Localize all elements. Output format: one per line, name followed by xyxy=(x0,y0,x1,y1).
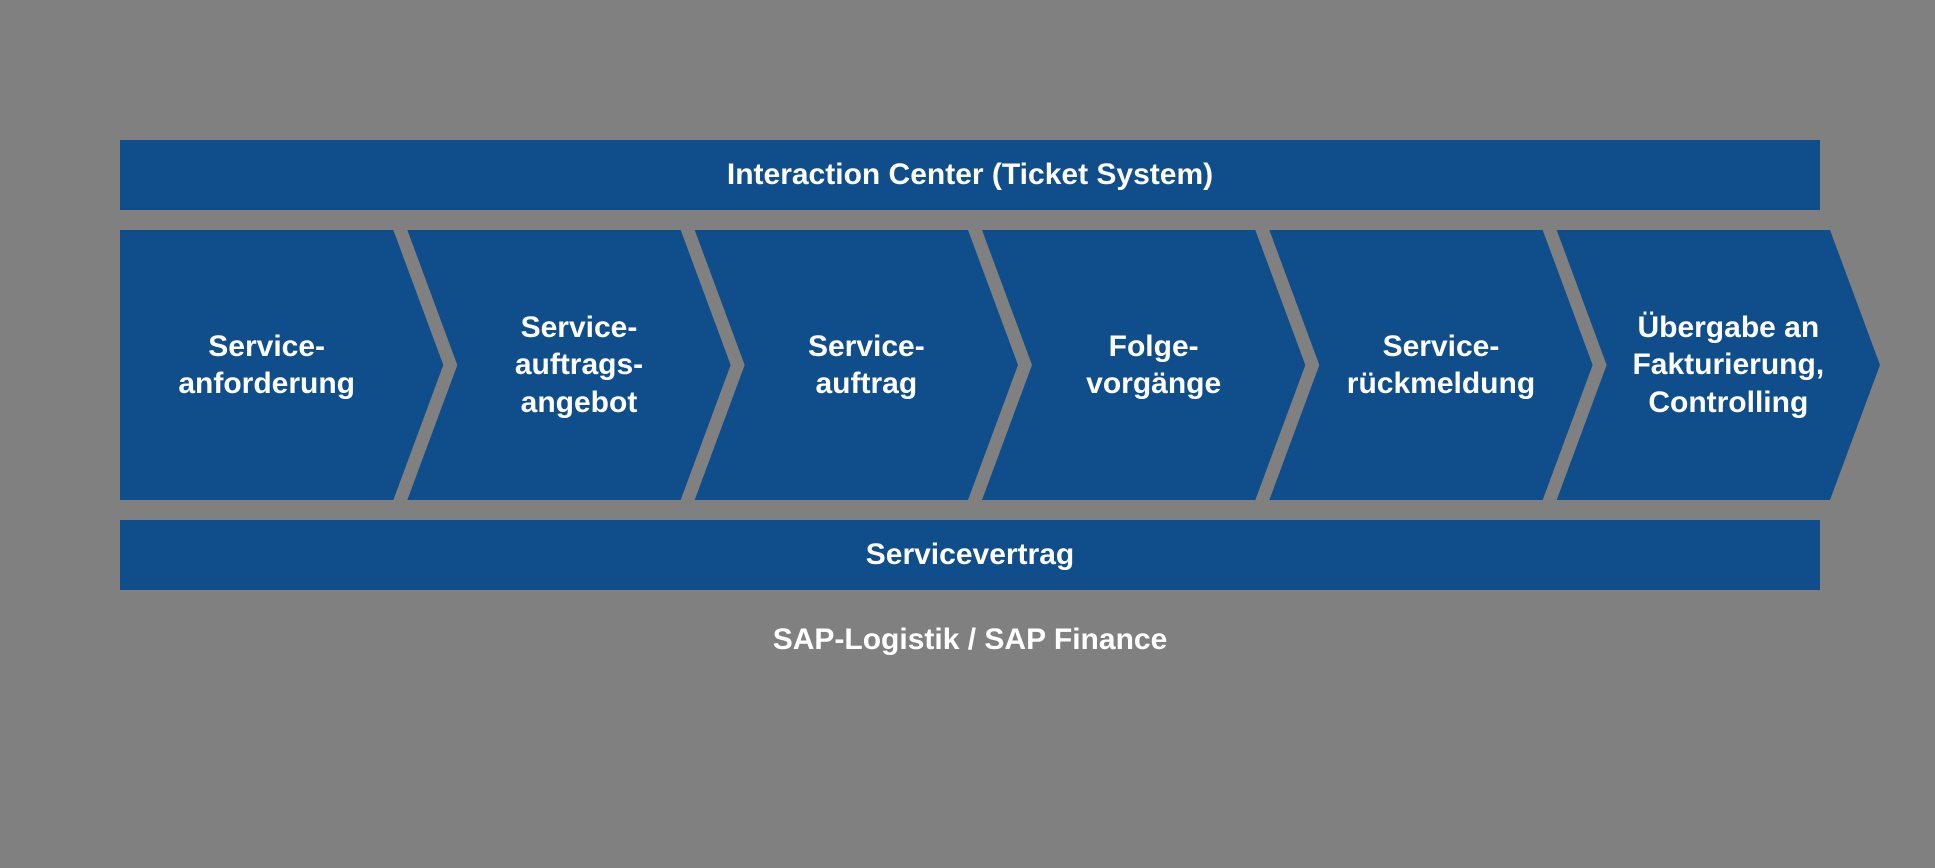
service-contract-label: Servicevertrag xyxy=(866,538,1074,572)
footer-label: SAP-Logistik / SAP Finance xyxy=(773,623,1168,657)
service-contract-bar: Servicevertrag xyxy=(120,520,1820,590)
process-step-label: Service- auftrag xyxy=(745,230,988,500)
process-step-label: Service- anforderung xyxy=(120,230,413,500)
process-step-label: Folge- vorgänge xyxy=(1032,230,1275,500)
process-step-label: Übergabe an Fakturierung, Controlling xyxy=(1607,230,1850,500)
process-step-label: Service- rückmeldung xyxy=(1319,230,1562,500)
footer-label-container: SAP-Logistik / SAP Finance xyxy=(120,610,1820,670)
process-chevron-labels: Service- anforderungService- auftrags- a… xyxy=(120,230,1880,500)
process-step-label: Service- auftrags- angebot xyxy=(457,230,700,500)
interaction-center-label: Interaction Center (Ticket System) xyxy=(727,158,1213,192)
interaction-center-bar: Interaction Center (Ticket System) xyxy=(120,140,1820,210)
